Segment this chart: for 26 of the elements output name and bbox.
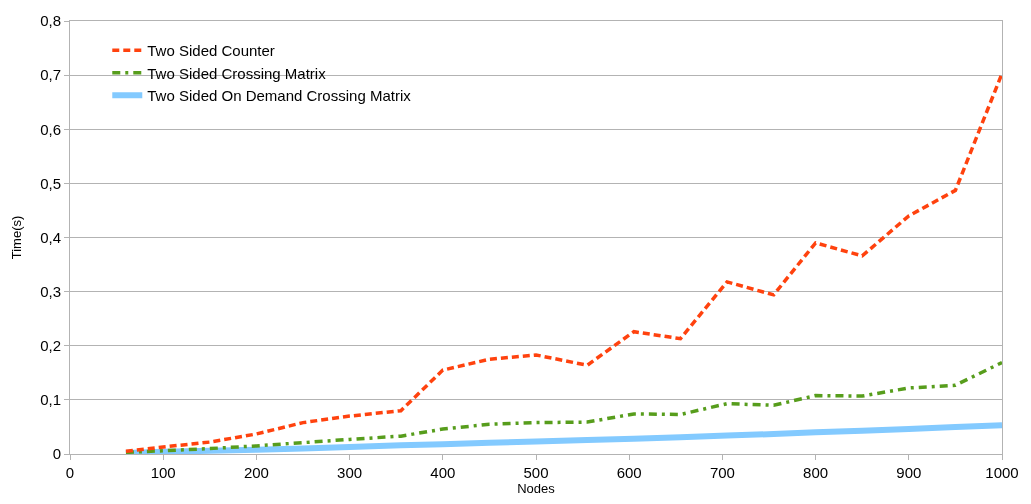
x-tick-label: 100 — [150, 464, 176, 481]
x-tick-label: 0 — [65, 464, 75, 481]
y-tick-label: 0 — [52, 445, 61, 463]
x-tick-label: 600 — [616, 464, 642, 481]
x-tick-label: 700 — [709, 464, 735, 481]
x-tick-label: 400 — [430, 464, 456, 481]
x-tick-label: 500 — [523, 464, 549, 481]
line-series — [124, 360, 1002, 454]
y-tick-label: 0,8 — [40, 12, 61, 30]
y-tick-label: 0,4 — [40, 228, 61, 246]
x-axis-title: Nodes — [517, 481, 556, 496]
legend-label: Two Sided On Demand Crossing Matrix — [147, 87, 412, 105]
y-tick-label: 0,6 — [40, 120, 61, 138]
x-tick-label: 1000 — [985, 464, 1019, 481]
x-tick-label: 300 — [337, 464, 363, 481]
y-tick-label: 0,1 — [40, 391, 61, 409]
y-tick-label: 0,7 — [40, 66, 61, 84]
x-tick-label: 200 — [243, 464, 269, 481]
x-tick-label: 900 — [896, 464, 922, 481]
y-axis-title: Time(s) — [9, 215, 25, 260]
y-tick-label: 0,3 — [40, 282, 61, 300]
x-tick-label: 800 — [803, 464, 829, 481]
legend-label: Two Sided Crossing Matrix — [147, 64, 327, 82]
legend-label: Two Sided Counter — [147, 42, 275, 60]
y-tick-label: 0,2 — [40, 337, 61, 354]
y-tick-label: 0,5 — [40, 174, 61, 192]
